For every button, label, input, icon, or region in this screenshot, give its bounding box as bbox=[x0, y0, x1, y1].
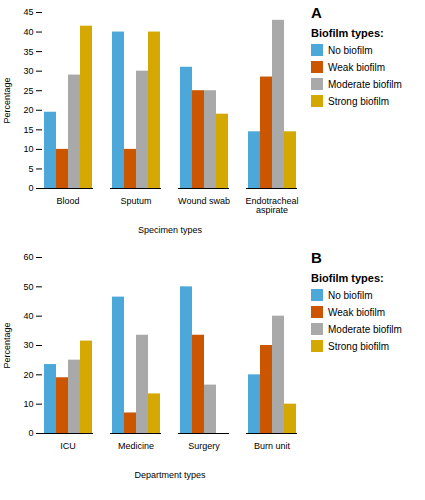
html-text:B: B bbox=[311, 249, 322, 266]
svg-text:50: 50 bbox=[23, 282, 33, 292]
html-text:Biofilm types:: Biofilm types: bbox=[311, 272, 384, 284]
svg-text:45: 45 bbox=[23, 7, 33, 17]
html-text:No biofilm: No biofilm bbox=[328, 289, 373, 301]
html-text:A: A bbox=[311, 4, 322, 21]
svg-text:Surgery: Surgery bbox=[188, 441, 220, 451]
html-text:Weak biofilm: Weak biofilm bbox=[328, 61, 386, 73]
svg-text:Blood: Blood bbox=[56, 196, 79, 206]
svg-text:Endotrachealaspirate: Endotrachealaspirate bbox=[245, 196, 298, 215]
svg-text:0: 0 bbox=[28, 183, 33, 193]
svg-text:20: 20 bbox=[23, 105, 33, 115]
svg-text:Sputum: Sputum bbox=[120, 196, 151, 206]
html-text:Biofilm types:: Biofilm types: bbox=[311, 27, 384, 39]
svg-text:10: 10 bbox=[23, 399, 33, 409]
svg-text:ICU: ICU bbox=[60, 441, 76, 451]
svg-text:25: 25 bbox=[23, 86, 33, 96]
html-text:Weak biofilm: Weak biofilm bbox=[328, 306, 386, 318]
svg-text:Percentage: Percentage bbox=[2, 77, 12, 123]
html-text:No biofilm: No biofilm bbox=[328, 44, 373, 56]
svg-text:Percentage: Percentage bbox=[2, 322, 12, 368]
html-text:Moderate biofilm: Moderate biofilm bbox=[328, 323, 402, 335]
svg-text:Specimen types: Specimen types bbox=[138, 225, 203, 235]
svg-text:40: 40 bbox=[23, 311, 33, 321]
svg-text:20: 20 bbox=[23, 370, 33, 380]
html-text:Moderate biofilm: Moderate biofilm bbox=[328, 78, 402, 90]
svg-text:0: 0 bbox=[28, 428, 33, 438]
svg-text:Department types: Department types bbox=[134, 470, 206, 480]
svg-text:Medicine: Medicine bbox=[118, 441, 154, 451]
svg-text:Wound swab: Wound swab bbox=[178, 196, 230, 206]
svg-text:15: 15 bbox=[23, 125, 33, 135]
svg-text:Burn unit: Burn unit bbox=[254, 441, 291, 451]
html-text:Strong biofilm: Strong biofilm bbox=[328, 95, 390, 107]
svg-text:10: 10 bbox=[23, 144, 33, 154]
svg-text:35: 35 bbox=[23, 46, 33, 56]
svg-text:5: 5 bbox=[28, 164, 33, 174]
svg-text:30: 30 bbox=[23, 66, 33, 76]
html-text:Strong biofilm: Strong biofilm bbox=[328, 340, 390, 352]
svg-text:60: 60 bbox=[23, 252, 33, 262]
svg-text:30: 30 bbox=[23, 340, 33, 350]
svg-text:40: 40 bbox=[23, 27, 33, 37]
